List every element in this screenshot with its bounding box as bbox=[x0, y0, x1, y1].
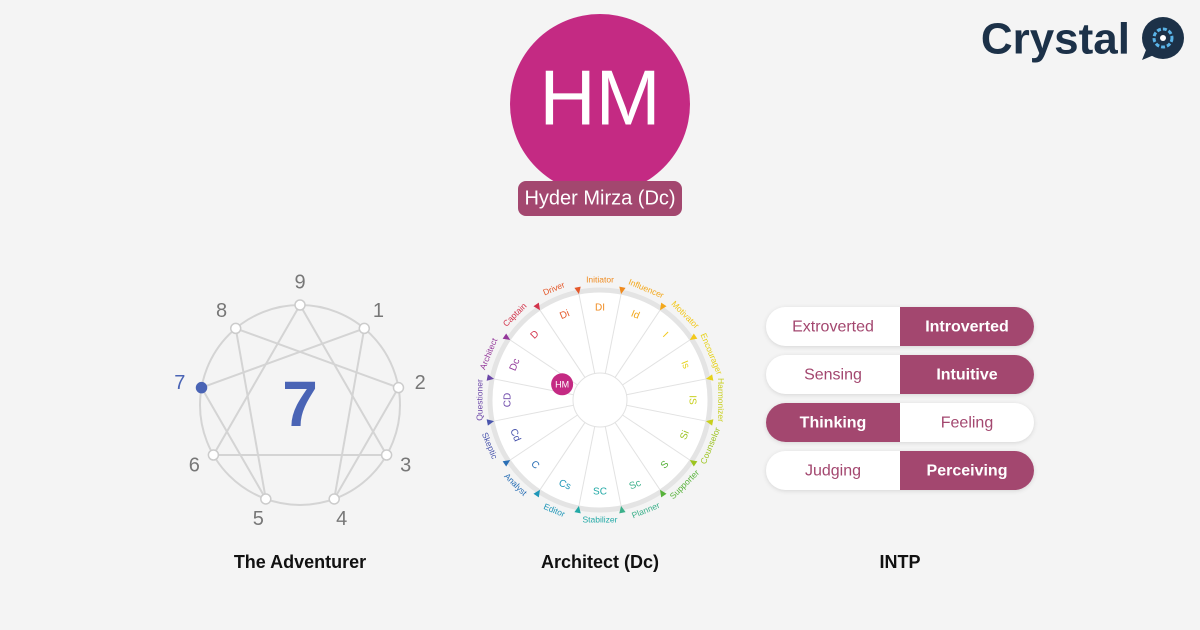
name: Hyder Mirza (Dc) bbox=[524, 187, 675, 209]
disc-center bbox=[572, 372, 628, 428]
enneagram-line bbox=[200, 387, 267, 500]
disc-code: Di bbox=[558, 308, 571, 322]
mbti-selected bbox=[900, 307, 1034, 346]
mbti-option: Intuitive bbox=[936, 367, 997, 384]
disc-tick bbox=[502, 333, 511, 340]
disc-divider bbox=[626, 404, 707, 422]
enneagram-line bbox=[333, 328, 366, 500]
enneagram-point bbox=[207, 449, 220, 461]
enneagram-label: 9 bbox=[294, 271, 305, 293]
disc-divider bbox=[539, 309, 586, 378]
mbti-option: Judging bbox=[805, 463, 861, 480]
disc-tick bbox=[486, 374, 495, 381]
disc-tick bbox=[705, 419, 714, 426]
enneagram-point bbox=[260, 493, 272, 505]
disc-tick bbox=[619, 286, 626, 295]
mbti-selected bbox=[900, 355, 1034, 394]
disc-code: Cs bbox=[557, 478, 573, 493]
disc-code: I bbox=[660, 330, 670, 340]
disc-divider bbox=[604, 426, 622, 507]
enneagram-line bbox=[212, 304, 301, 456]
disc-divider bbox=[604, 293, 622, 374]
disc-divider bbox=[539, 422, 586, 491]
disc-divider bbox=[614, 422, 661, 491]
enneagram-label: 3 bbox=[400, 454, 411, 476]
disc-tick bbox=[574, 286, 581, 295]
enneagram-point bbox=[358, 322, 371, 335]
mbti-option: Perceiving bbox=[927, 463, 1008, 480]
disc-code: CD bbox=[503, 393, 514, 407]
logo-text: Crystal bbox=[981, 15, 1130, 64]
disc-divider bbox=[578, 293, 596, 374]
enneagram-label: 8 bbox=[216, 300, 227, 322]
disc-tick bbox=[705, 374, 714, 381]
enneagram-label: 4 bbox=[336, 508, 347, 530]
disc-style: Harmonizer bbox=[716, 378, 726, 422]
disc-caption: Architect (Dc) bbox=[541, 552, 659, 572]
disc-code: SC bbox=[593, 487, 607, 498]
disc-tick bbox=[574, 505, 581, 514]
enneagram-point bbox=[380, 449, 393, 461]
mbti-option: Introverted bbox=[925, 319, 1009, 336]
disc-tick bbox=[660, 489, 667, 498]
disc-divider bbox=[626, 378, 707, 396]
name-badge bbox=[518, 181, 682, 216]
mbti-caption: INTP bbox=[879, 552, 920, 572]
disc-code: Cd bbox=[507, 427, 522, 443]
enneagram-label: 6 bbox=[189, 454, 200, 476]
disc-divider bbox=[622, 414, 691, 461]
enneagram-line bbox=[235, 327, 399, 389]
enneagram-point bbox=[195, 381, 208, 394]
mbti-selected bbox=[766, 403, 900, 442]
disc-divider bbox=[493, 404, 574, 422]
disc-tick bbox=[486, 419, 495, 426]
disc-tick bbox=[660, 302, 667, 311]
disc-divider bbox=[614, 309, 661, 378]
disc-style: Stabilizer bbox=[583, 514, 618, 524]
disc-code: Si bbox=[678, 429, 692, 441]
mbti-option: Extroverted bbox=[792, 319, 874, 336]
mbti-option: Feeling bbox=[941, 415, 993, 432]
logo-icon bbox=[1142, 17, 1184, 60]
enneagram-line bbox=[234, 328, 267, 500]
disc-code: Dc bbox=[508, 357, 523, 373]
enneagram-caption: The Adventurer bbox=[234, 552, 366, 572]
enneagram-label: 1 bbox=[373, 300, 384, 322]
enneagram-point bbox=[294, 299, 306, 311]
disc-marker bbox=[551, 373, 574, 396]
disc-code: Id bbox=[629, 308, 641, 321]
mbti-option: Sensing bbox=[804, 367, 862, 384]
mbti-option: Thinking bbox=[800, 415, 867, 432]
enneagram-line bbox=[201, 327, 365, 389]
disc-divider bbox=[578, 426, 596, 507]
disc-style: Initiator bbox=[586, 274, 614, 284]
enneagram-line bbox=[299, 304, 388, 456]
disc-divider bbox=[622, 339, 691, 386]
disc-tick bbox=[502, 460, 511, 467]
enneagram-point bbox=[392, 381, 405, 394]
disc-style: Questioner bbox=[474, 379, 484, 421]
disc-tick bbox=[533, 302, 540, 311]
avatar bbox=[510, 14, 690, 194]
disc-tick bbox=[689, 460, 698, 467]
enneagram-label: 5 bbox=[253, 508, 264, 530]
avatar-initials: HM bbox=[539, 54, 660, 142]
enneagram-point bbox=[328, 493, 340, 505]
disc-code: DI bbox=[595, 303, 605, 314]
enneagram-label: 2 bbox=[415, 372, 426, 394]
disc-tick bbox=[619, 505, 626, 514]
disc-divider bbox=[509, 414, 578, 461]
disc-code: Is bbox=[678, 359, 691, 370]
disc-code: IS bbox=[686, 395, 697, 405]
enneagram-type: 7 bbox=[282, 368, 318, 440]
disc-code: Sc bbox=[628, 478, 643, 493]
mbti-selected bbox=[900, 451, 1034, 490]
enneagram-label: 7 bbox=[174, 372, 185, 394]
disc-tick bbox=[533, 489, 540, 498]
disc-tick bbox=[689, 333, 698, 340]
enneagram-line bbox=[333, 387, 400, 500]
disc-marker-label: HM bbox=[555, 380, 569, 390]
enneagram-point bbox=[229, 322, 242, 335]
